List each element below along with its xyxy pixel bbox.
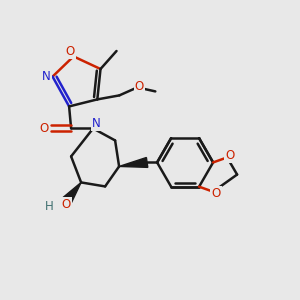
Text: O: O [226, 149, 235, 162]
Text: O: O [66, 45, 75, 58]
Text: O: O [135, 80, 144, 93]
Polygon shape [63, 182, 81, 203]
Text: H: H [45, 200, 53, 213]
Text: N: N [42, 70, 51, 83]
Text: N: N [92, 117, 100, 130]
Text: O: O [61, 198, 71, 211]
Text: O: O [40, 122, 49, 135]
Text: O: O [212, 187, 221, 200]
Polygon shape [119, 158, 148, 167]
